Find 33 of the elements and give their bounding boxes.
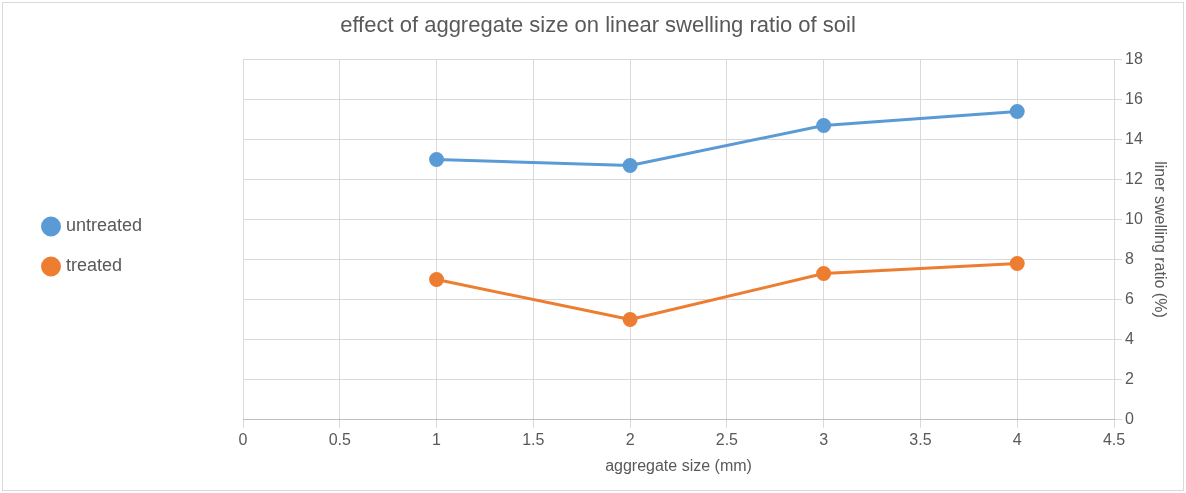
point: [429, 151, 445, 167]
y2-tick-label: 12: [1125, 169, 1143, 187]
point: [816, 117, 832, 133]
y2-tick-label: 18: [1125, 49, 1143, 67]
y2-tick-label: 8: [1125, 249, 1134, 267]
x-tick-label: 2.5: [715, 430, 739, 448]
point: [1009, 256, 1025, 272]
y2-tick-label: 2: [1125, 369, 1134, 387]
x-tick-label: 4.5: [1102, 430, 1126, 448]
x-tick-label: 1: [432, 430, 442, 448]
x-tick-label: 3: [819, 430, 829, 448]
legend-label: untreated: [66, 215, 143, 236]
x-axis-title: aggregate size (mm): [605, 456, 752, 474]
point: [816, 266, 832, 282]
y2-tick-label: 10: [1125, 209, 1143, 227]
legend-label: treated: [66, 255, 123, 276]
y2-tick-label: 4: [1125, 329, 1134, 347]
point: [622, 157, 638, 173]
x-tick-label: 4: [1012, 430, 1022, 448]
x-tick-label: 0: [238, 430, 248, 448]
chart-title: effect of aggregate size on linear swelling ratio of soil: [340, 12, 856, 38]
y2-tick-label: 0: [1125, 410, 1134, 428]
point: [429, 272, 445, 288]
y2-axis-title: liner swelling ratio (%): [1151, 161, 1169, 318]
point: [622, 312, 638, 328]
y2-tick-label: 16: [1125, 89, 1143, 107]
x-tick-label: 2: [625, 430, 635, 448]
x-tick-label: 0.5: [328, 430, 351, 448]
x-tick-label: 1.5: [522, 430, 545, 448]
y2-tick-label: 6: [1125, 289, 1134, 307]
x-tick-label: 3.5: [909, 430, 932, 448]
y2-tick-label: 14: [1125, 129, 1143, 147]
point: [1009, 103, 1025, 119]
